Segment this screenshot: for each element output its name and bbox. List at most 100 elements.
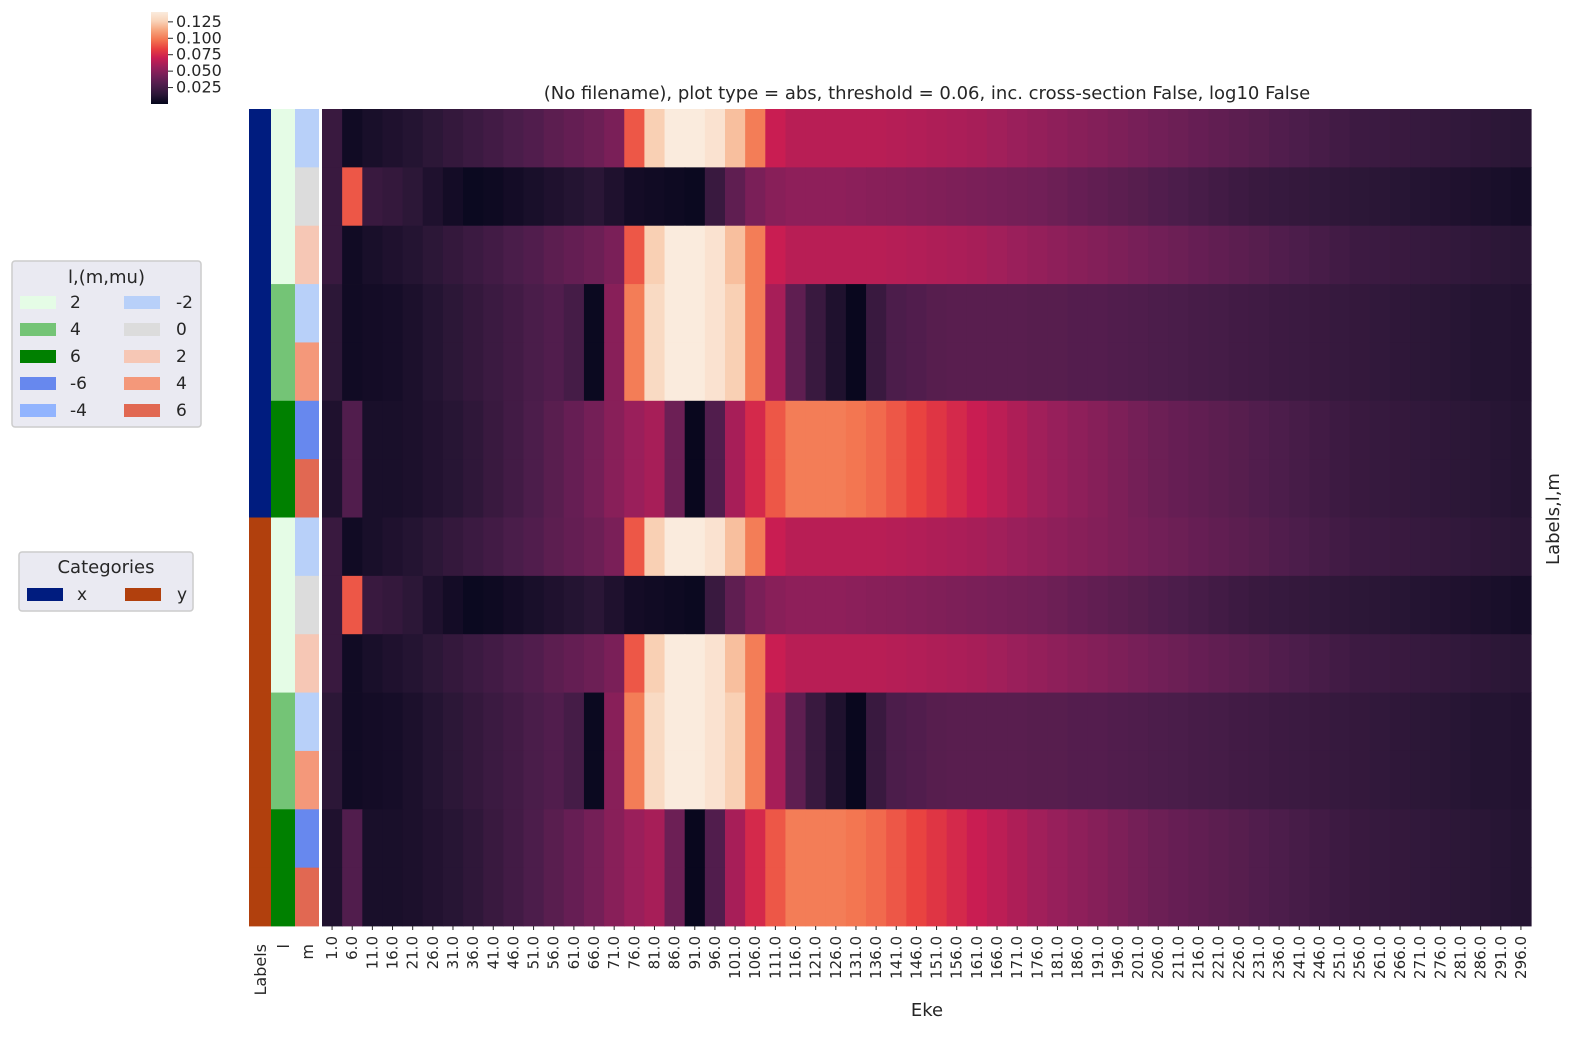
heatmap-cell [1027,225,1048,285]
heatmap-cell [1228,225,1250,285]
heatmap-cell [1470,284,1492,343]
heatmap-cell [543,867,565,927]
heatmap-cell [1410,634,1431,693]
heatmap-cell [1450,225,1472,285]
heatmap-cell [1289,284,1310,343]
heatmap-cell [1248,400,1270,460]
heatmap-cell [543,809,565,869]
heatmap-cell [523,575,545,635]
heatmap-cell [402,167,424,227]
heatmap-cell [906,750,928,810]
heatmap-cell [322,459,343,518]
heatmap-cell [1087,342,1109,402]
heatmap-cell [1329,575,1351,635]
heatmap-cell [704,109,726,168]
heatmap-cell [442,167,464,227]
heatmap-cell [1228,284,1250,343]
heatmap-cell [1208,342,1230,402]
heatmap-cell [664,284,686,343]
heatmap-cell [1128,750,1149,810]
heatmap-cell [382,284,404,343]
heatmap-cell [503,459,525,518]
x-tick-label: 286.0 [1472,936,1490,979]
heatmap-cell [543,109,565,168]
x-tick-label: 81.0 [645,936,663,969]
heatmap-cell [1188,400,1210,460]
heatmap-cell [342,692,363,752]
heatmap-cell [725,867,746,927]
heatmap-cell [604,400,625,460]
heatmap-cell [1269,167,1290,227]
heatmap-cell [1228,634,1250,693]
x-tick-label: 156.0 [948,936,966,979]
heatmap-cell [664,342,686,402]
row-color-m [295,400,319,460]
heatmap-cell [483,109,504,168]
heatmap-cell [1369,459,1391,518]
heatmap-cell [1490,517,1512,577]
heatmap-cell [886,809,907,869]
heatmap-cell [644,692,666,752]
heatmap-cell [1188,517,1210,577]
heatmap-cell [825,575,847,635]
heatmap-cell [1188,342,1210,402]
heatmap-cell [1188,867,1210,927]
heatmap-cell [422,167,444,227]
heatmap-cell [382,400,404,460]
heatmap-cell [523,342,545,402]
heatmap-cell [1470,692,1492,752]
colorbar-tick-label: 0.100 [176,28,222,47]
heatmap-cell [906,284,928,343]
heatmap-cell [926,109,948,168]
heatmap-cell [866,109,887,168]
heatmap-cell [986,225,1008,285]
x-tick-label: 191.0 [1089,936,1107,979]
heatmap-cell [1410,284,1431,343]
heatmap-cell [422,634,444,693]
x-tick-label: 296.0 [1512,936,1530,979]
heatmap-cell [785,459,807,518]
heatmap-cell [1228,459,1250,518]
heatmap-cell [946,634,968,693]
x-tick-label: 256.0 [1351,936,1369,979]
heatmap-cell [1349,109,1371,168]
heatmap-cell [765,867,787,927]
heatmap-cell [1007,109,1028,168]
row-color-category [249,750,271,810]
heatmap-cell [1168,809,1190,869]
heatmap-cell [604,342,625,402]
x-tick-label: 271.0 [1411,936,1429,979]
heatmap-cell [503,225,525,285]
heatmap-cell [1450,809,1472,869]
heatmap-cell [644,225,666,285]
x-tick-label: 31.0 [444,936,462,969]
heatmap-cell [704,809,726,869]
heatmap-cell [1450,517,1472,577]
heatmap-cell [463,167,484,227]
heatmap-cell [725,575,746,635]
heatmap-cell [483,634,504,693]
heatmap-cell [604,634,625,693]
heatmap-cell [624,634,645,693]
heatmap-cell [342,517,363,577]
heatmap-cell [483,692,504,752]
x-tick-label: 216.0 [1190,936,1208,979]
heatmap-cell [1430,342,1451,402]
row-color-category [249,109,271,168]
x-tick-label: 96.0 [706,936,724,969]
legend-entry-label: -2 [176,293,193,313]
heatmap-cell [1208,575,1230,635]
heatmap-cell [543,634,565,693]
heatmap-cell [866,400,887,460]
heatmap-cell [1248,809,1270,869]
heatmap-cell [1389,750,1411,810]
heatmap-cell [986,809,1008,869]
heatmap-cell [543,167,565,227]
row-color-category [249,284,271,343]
heatmap-cell [523,867,545,927]
heatmap-cell [362,400,384,460]
row-color-category [249,809,271,869]
heatmap-cell [1007,750,1028,810]
heatmap-cell [664,459,686,518]
heatmap-cell [1510,634,1532,693]
